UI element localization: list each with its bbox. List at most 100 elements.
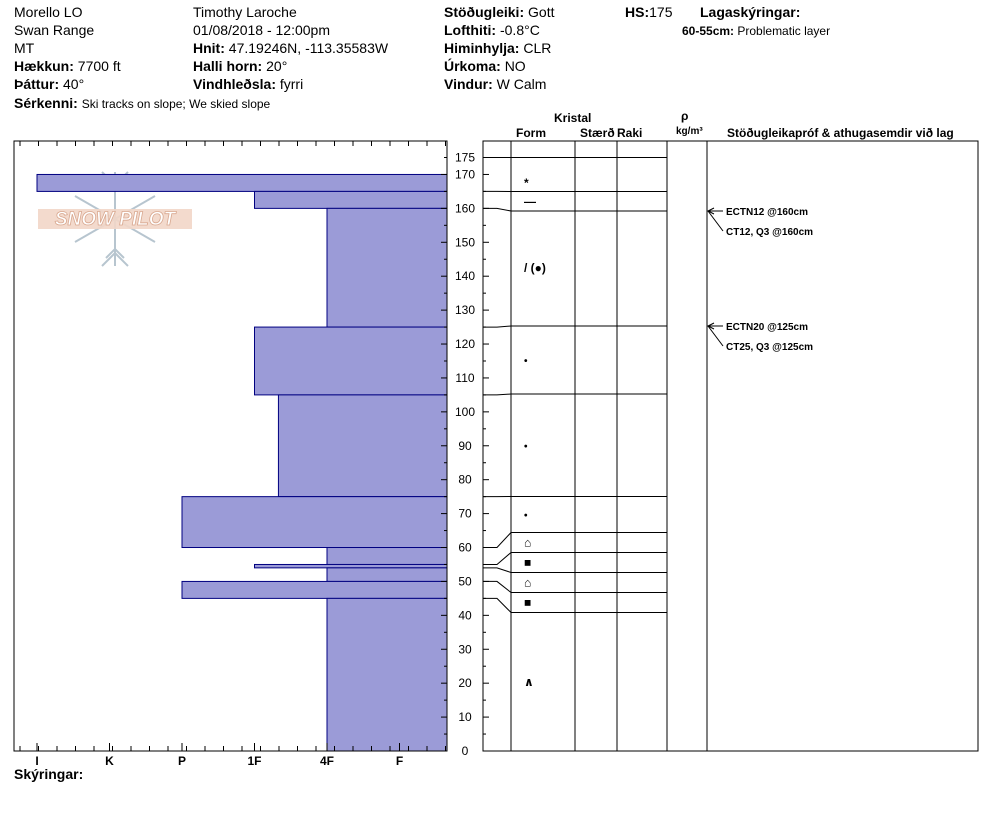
crystal-form-slash-dot-icon: / (●) [524,261,546,275]
coordinates: Hnit: 47.19246N, -113.35583W [193,40,388,56]
layer-connector-125 [483,325,512,328]
depth-tick-label-160: 160 [455,201,475,215]
layer-connector-160 [483,207,512,212]
air-temp-label: Lofthiti: [444,22,497,38]
features-value: Ski tracks on slope; We skied slope [81,97,271,111]
elevation-label: Hækkun: [14,58,74,74]
hardness-layer-bar-7 [326,547,448,565]
hardness-profile [36,173,448,752]
hardness-label-K: K [105,754,114,768]
slope-angle-label: Halli horn: [193,58,263,74]
layer-connector-54 [483,567,512,573]
depth-tick-label-90: 90 [458,439,472,453]
form-header: Form [516,126,546,140]
observation-datetime: 01/08/2018 - 12:00pm [193,22,330,38]
depth-tick-label-20: 20 [458,676,472,690]
hardness-label-1F: 1F [247,754,261,768]
hardness-label-I: I [35,754,38,768]
crystal-form-dot-icon: • [524,356,528,367]
depth-tick-label-40: 40 [458,608,472,622]
test-arrow-line2-1 [707,325,724,347]
snow-height: HS:175 [625,4,672,20]
depth-tick-label-170: 170 [455,167,475,181]
rho-header: ρ [681,109,689,123]
layer-note: 60-55cm: Problematic layer [682,23,830,39]
moisture-header: Raki [617,126,643,140]
hardness-layer-bar-11 [326,597,448,752]
precipitation: Úrkoma: NO [444,58,526,74]
precip-label: Úrkoma: [444,58,501,74]
depth-tick-label-0: 0 [462,744,469,758]
depth-axis: 0 10 20 30 40 50 60 70 80 90 100 110 120 130 140 150 160… [19,141,489,758]
depth-tick-label-140: 140 [455,269,475,283]
layer-connector-50 [483,580,512,593]
depth-tick-label-30: 30 [458,642,472,656]
hardness-layer-bar-9 [326,567,448,582]
layer-note-range: 60-55cm: [682,24,735,38]
crystal-header: Kristal [554,111,592,125]
hardness-layer-bar-6 [181,496,448,549]
logo-text: SNOW PILOT [55,209,177,230]
wind-loading: Vindhleðsla: fyrri [193,76,303,92]
layer-table-frame [482,140,979,752]
features-label: Sérkenni: [14,95,78,111]
tests-header: Stöðugleikapróf & athugasemdir við lag [727,126,954,140]
coordinates-label: Hnit: [193,40,225,56]
wind-loading-value: fyrri [279,76,304,92]
size-header: Stærð [580,126,615,140]
layer-connector-55 [483,552,512,565]
stability-tests: ECTN12 @160cm CT12, Q3 @160cm ECTN20 @125c… [706,207,813,353]
hardness-layer-bar-2 [254,190,448,209]
depth-tick-label-130: 130 [455,303,475,317]
hardness-label-P: P [178,754,186,768]
depth-tick-label-175: 175 [455,151,475,165]
range-name: Swan Range [14,22,95,38]
sky-value: CLR [523,40,552,56]
layer-connector-60 [483,532,512,549]
layer-connector-105 [483,393,512,396]
depth-tick-label-70: 70 [458,507,472,521]
depth-tick-label-80: 80 [458,473,472,487]
sky-cover: Himinhylja: CLR [444,40,551,56]
crystal-form-dash-icon: — [524,194,536,208]
hardness-layer-bar-4 [254,326,448,396]
layer-notes-title: Lagaskýringar: [700,4,801,20]
stability-label: Stöðugleiki: [444,4,525,20]
aspect-value: 40° [63,76,85,92]
layer-connector-45 [483,597,512,613]
legend-label: Skýringar: [14,766,84,782]
stability-test-label-1-0: ECTN20 @125cm [726,322,808,333]
wind-value: W Calm [496,76,547,92]
depth-tick-label-50: 50 [458,574,472,588]
wind-label: Vindur: [444,76,493,92]
crystal-form-square-icon: ■ [524,596,531,610]
air-temp-value: -0.8°C [499,22,540,38]
features: Sérkenni: Ski tracks on slope; We skied … [14,95,270,112]
hardness-layer-bar-8 [254,563,448,569]
depth-tick-label-120: 120 [455,337,475,351]
depth-tick-label-100: 100 [455,405,475,419]
layer-table: * — / (●) • • • ⌂ ■ ⌂ ■ ∧ [482,140,979,752]
aspect-label: Þáttur: [14,76,60,92]
snowpilot-logo: SNOW PILOT [38,171,192,267]
density-unit-header: kg/m³ [676,126,703,137]
hardness-layer-bar-1 [36,173,448,192]
stability-test-label-0-1: CT12, Q3 @160cm [726,227,813,238]
crystal-form-caret-icon: ∧ [524,675,534,689]
stability-test-label-0-0: ECTN12 @160cm [726,207,808,218]
depth-tick-label-150: 150 [455,235,475,249]
coordinates-value: 47.19246N, -113.35583W [228,40,389,56]
crystal-form-star-icon: * [524,176,529,190]
precip-value: NO [504,58,526,74]
wind: Vindur: W Calm [444,76,546,92]
crystal-form-dot-icon: • [524,511,528,522]
location-name: Morello LO [14,4,83,20]
aspect: Þáttur: 40° [14,76,84,92]
depth-tick-label-60: 60 [458,541,472,555]
elevation: Hækkun: 7700 ft [14,58,121,74]
stability-test-label-1-1: CT25, Q3 @125cm [726,342,813,353]
depth-tick-label-110: 110 [455,371,474,385]
hardness-label-4F: 4F [320,754,334,768]
